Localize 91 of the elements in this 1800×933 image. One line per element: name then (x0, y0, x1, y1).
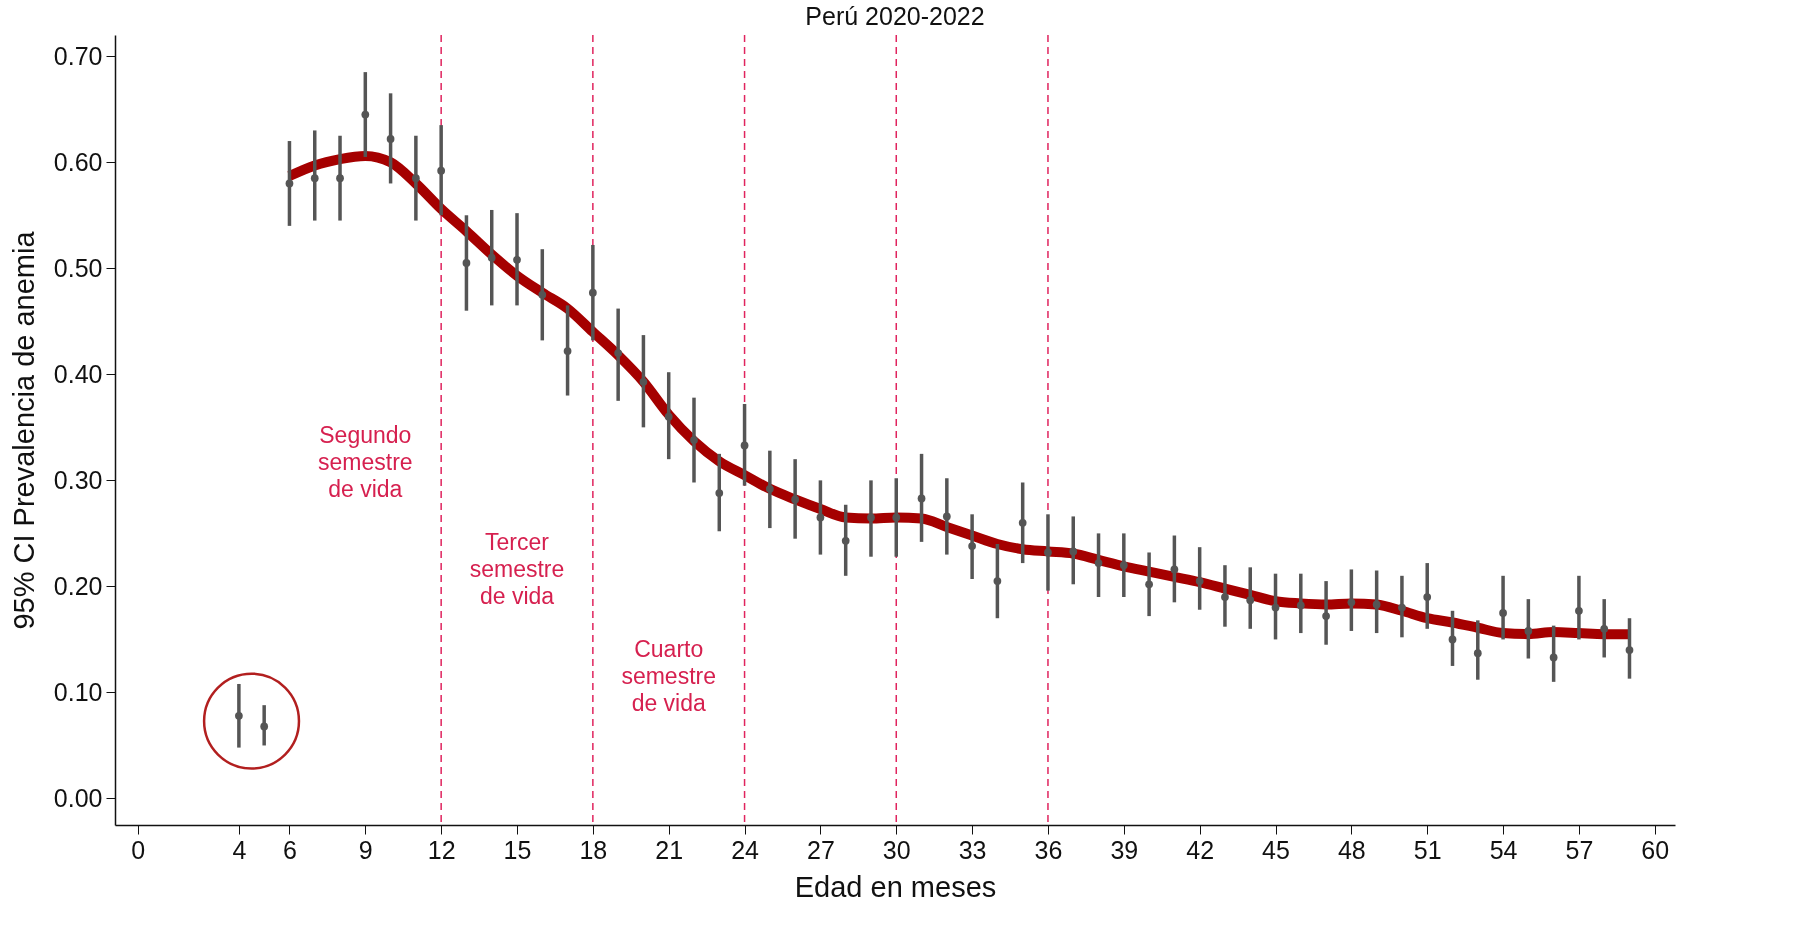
point (1549, 653, 1558, 662)
annotation: Cuarto semestre de vida (621, 636, 717, 716)
point (1221, 593, 1229, 601)
point (892, 513, 901, 522)
x-tick-label: 4 (232, 835, 247, 864)
point (765, 484, 774, 493)
x-tick-label: 57 (1565, 835, 1594, 864)
x-tick-label: 33 (958, 835, 987, 864)
point (235, 711, 243, 720)
point (690, 436, 698, 444)
x-tick-label: 30 (882, 835, 911, 864)
point (437, 166, 446, 175)
x-tick-label: 21 (655, 835, 684, 864)
point (310, 174, 319, 183)
point (917, 494, 926, 503)
x-tick-label: 36 (1034, 835, 1063, 864)
x-tick-label: 27 (807, 835, 835, 864)
point (1271, 603, 1280, 612)
point (715, 489, 724, 497)
point (1398, 603, 1406, 612)
y-axis-title: 95% CI Prevalencia de anemia (7, 230, 40, 630)
point (1625, 646, 1634, 654)
point (1347, 598, 1356, 607)
point (1448, 635, 1457, 644)
point (513, 255, 521, 264)
point (1195, 577, 1204, 585)
annotation: Segundo semestre de vida (318, 422, 413, 502)
point (386, 135, 395, 143)
x-tick-label: 54 (1489, 835, 1518, 864)
point (1296, 601, 1305, 610)
point (816, 513, 825, 522)
x-tick-label: 42 (1186, 835, 1215, 864)
x-tick-label: 24 (731, 835, 760, 864)
point (336, 174, 344, 183)
point (1069, 547, 1078, 556)
x-tick-label: 51 (1413, 835, 1442, 864)
x-tick-label: 15 (503, 835, 532, 864)
y-tick-label: 0.10 (53, 677, 103, 706)
y-tick-label: 0.40 (53, 359, 103, 388)
point (1575, 606, 1583, 615)
point (1372, 600, 1381, 609)
point (1499, 609, 1507, 617)
x-tick-label: 6 (283, 835, 297, 864)
point (412, 174, 420, 183)
point (361, 110, 370, 119)
point (993, 577, 1002, 585)
point (1145, 580, 1153, 589)
point (968, 542, 976, 550)
point (1423, 593, 1432, 601)
point (487, 253, 496, 262)
point (740, 441, 749, 450)
annotation: Tercer semestre de vida (469, 529, 565, 609)
point (664, 412, 673, 421)
point (563, 347, 572, 355)
point (841, 536, 850, 545)
point (285, 179, 294, 188)
x-tick-label: 45 (1262, 835, 1290, 864)
point (1246, 596, 1255, 605)
y-tick-label: 0.60 (53, 147, 103, 176)
point (260, 722, 269, 731)
point (1170, 565, 1179, 574)
point (462, 259, 471, 267)
y-tick-label: 0.30 (53, 465, 103, 494)
point (1044, 548, 1052, 557)
point (1018, 518, 1027, 527)
point (1473, 649, 1482, 658)
y-tick-label: 0.20 (53, 571, 103, 600)
x-tick-label: 0 (131, 835, 146, 864)
point (538, 290, 547, 299)
y-tick-label: 0.00 (53, 783, 103, 812)
x-tick-label: 60 (1641, 835, 1670, 864)
point (1322, 612, 1330, 620)
point (1119, 561, 1128, 570)
point (942, 512, 951, 521)
chart-title: Perú 2020-2022 (805, 2, 985, 31)
point (1600, 624, 1609, 633)
point (867, 513, 875, 522)
point (1524, 627, 1533, 635)
x-tick-label: 9 (358, 835, 373, 864)
x-tick-label: 39 (1110, 835, 1139, 864)
x-tick-label: 18 (579, 835, 608, 864)
y-tick-label: 0.70 (53, 41, 103, 70)
point (791, 495, 799, 504)
y-tick-label: 0.50 (53, 253, 103, 282)
point (639, 377, 648, 386)
x-tick-label: 48 (1337, 835, 1366, 864)
x-axis-title: Edad en meses (794, 870, 997, 903)
point (588, 288, 597, 297)
point (1094, 559, 1103, 567)
point (614, 349, 623, 357)
x-tick-label: 12 (427, 835, 456, 864)
